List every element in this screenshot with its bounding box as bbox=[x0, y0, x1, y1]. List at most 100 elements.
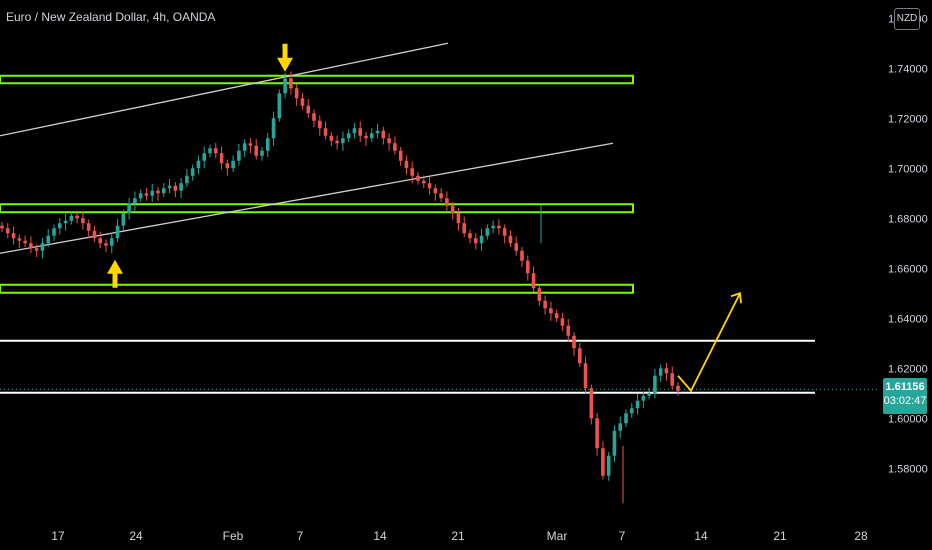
time-axis[interactable]: 17 24 Feb 7 14 21 Mar 7 14 21 28 bbox=[51, 529, 868, 543]
candle-body bbox=[421, 180, 426, 184]
candle-body bbox=[479, 235, 484, 244]
candle-body bbox=[63, 220, 68, 224]
candle-body bbox=[69, 215, 74, 221]
candle-body bbox=[156, 190, 160, 194]
candle-body bbox=[658, 368, 663, 376]
candle-body bbox=[543, 300, 547, 309]
candle-body bbox=[265, 138, 270, 151]
candle-body bbox=[404, 160, 409, 169]
support-resistance-zones bbox=[0, 74, 634, 294]
projection-arrowhead bbox=[730, 292, 742, 304]
candle-body bbox=[456, 213, 461, 224]
candle-body bbox=[294, 88, 299, 99]
candle-body bbox=[653, 375, 657, 394]
candle-body bbox=[52, 228, 56, 236]
candle-body bbox=[213, 148, 218, 154]
candle-body bbox=[29, 243, 33, 249]
candle-body bbox=[34, 248, 39, 251]
candle-body bbox=[624, 413, 628, 424]
trend-lines bbox=[0, 42, 880, 394]
candle-body bbox=[462, 223, 467, 234]
candle-body bbox=[520, 250, 524, 261]
candle-body bbox=[606, 455, 611, 476]
candle-body bbox=[202, 153, 207, 161]
symbol-title[interactable]: Euro / New Zealand Dollar, 4h, OANDA bbox=[6, 10, 216, 24]
y-tick-label: 1.62000 bbox=[888, 363, 928, 375]
candle-body bbox=[537, 288, 542, 301]
candle-body bbox=[277, 93, 282, 119]
x-tick-label: 14 bbox=[373, 529, 387, 543]
candle-body bbox=[317, 120, 322, 129]
candle-body bbox=[46, 235, 51, 244]
candle-body bbox=[508, 235, 513, 244]
y-tick-label: 1.66000 bbox=[888, 263, 928, 275]
candle-body bbox=[635, 400, 640, 409]
candle-body bbox=[410, 168, 415, 176]
candle-body bbox=[237, 150, 241, 161]
last-price-tag: 1.61156 03:02:47 bbox=[883, 378, 927, 414]
x-tick-label: 7 bbox=[297, 529, 304, 543]
candle-body bbox=[514, 243, 519, 251]
candle-body bbox=[179, 183, 183, 191]
candle-body bbox=[647, 393, 651, 396]
candle-body bbox=[300, 98, 305, 106]
candle-body bbox=[283, 78, 287, 94]
channel-line-1 bbox=[0, 42, 449, 137]
candle-body bbox=[369, 133, 374, 139]
candle-body bbox=[23, 240, 27, 244]
candle-body bbox=[167, 185, 172, 189]
candle-body bbox=[577, 348, 582, 364]
candle-body bbox=[138, 193, 143, 199]
y-tick-label: 1.70000 bbox=[888, 163, 928, 175]
candle-body bbox=[75, 215, 79, 219]
candle-body bbox=[271, 118, 276, 139]
candle-body bbox=[502, 228, 507, 236]
candle-body bbox=[144, 193, 149, 196]
zone-3 bbox=[0, 283, 634, 294]
candle-body bbox=[531, 273, 536, 289]
arrow-up-icon bbox=[107, 259, 123, 288]
candle-body bbox=[185, 175, 189, 184]
candle-body bbox=[86, 223, 91, 231]
candle-body bbox=[676, 385, 680, 391]
candle-body bbox=[629, 408, 634, 414]
candle-body bbox=[387, 138, 391, 144]
candle-body bbox=[358, 128, 363, 136]
candle-body bbox=[433, 188, 438, 194]
candle-body bbox=[225, 163, 230, 169]
candle-body bbox=[583, 363, 588, 389]
candle-body bbox=[341, 138, 345, 144]
candle-body bbox=[5, 228, 10, 234]
candle-body bbox=[17, 238, 22, 241]
x-tick-label: 17 bbox=[51, 529, 65, 543]
candle-body bbox=[670, 373, 675, 386]
candle-body bbox=[260, 150, 264, 156]
candle-body bbox=[242, 143, 247, 151]
candle-body bbox=[312, 113, 316, 121]
candle-body bbox=[329, 135, 334, 141]
candle-body bbox=[335, 140, 339, 144]
x-tick-label: Mar bbox=[547, 529, 568, 543]
candle-body bbox=[445, 198, 449, 206]
candle-body bbox=[398, 150, 403, 161]
currency-badge[interactable]: NZD bbox=[894, 8, 920, 30]
x-tick-label: 21 bbox=[773, 529, 787, 543]
candle-body bbox=[104, 243, 108, 246]
y-tick-label: 1.68000 bbox=[888, 213, 928, 225]
candle-body bbox=[57, 223, 62, 229]
candle-body bbox=[115, 225, 120, 239]
candle-body bbox=[190, 168, 195, 176]
candle-body bbox=[92, 230, 97, 239]
candle-body bbox=[601, 448, 605, 476]
y-tick-label: 1.60000 bbox=[888, 413, 928, 425]
candle-body bbox=[450, 205, 455, 214]
candle-body bbox=[254, 145, 259, 156]
candle-body bbox=[173, 185, 178, 191]
y-tick-label: 1.72000 bbox=[888, 113, 928, 125]
candle-body bbox=[595, 418, 599, 449]
zone-2 bbox=[0, 203, 634, 214]
candle-body bbox=[346, 133, 351, 139]
candle-body bbox=[133, 198, 137, 204]
candle-body bbox=[150, 190, 155, 196]
